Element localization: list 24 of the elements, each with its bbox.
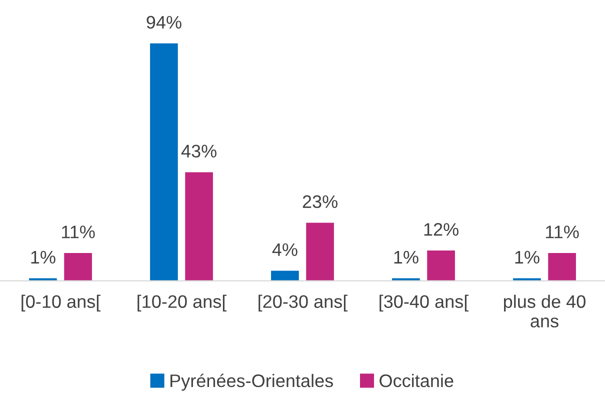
bar — [64, 253, 92, 281]
bar — [185, 172, 213, 281]
data-label: 1% — [515, 250, 540, 264]
data-label: 43% — [181, 144, 216, 158]
x-tick-label: [0-10 ans[ — [22, 294, 101, 312]
data-label: 11% — [546, 226, 579, 238]
legend-label: Pyrénées-Orientales — [170, 374, 333, 391]
bar — [548, 253, 576, 281]
legend-label: Occitanie — [380, 374, 454, 388]
data-label: 1% — [394, 250, 418, 264]
data-label: 1% — [31, 250, 56, 264]
bar — [150, 43, 178, 281]
data-label: 94% — [146, 16, 182, 29]
data-label: 11% — [62, 226, 95, 238]
data-label: 4% — [272, 243, 298, 256]
bar — [306, 222, 334, 281]
x-tick-label: plus de 40 ans — [504, 294, 586, 328]
bar — [271, 270, 299, 281]
x-tick-label: [30-40 ans[ — [380, 294, 469, 312]
x-tick-label: [20-30 ans[ — [258, 294, 348, 312]
bar — [427, 250, 455, 281]
data-label: 23% — [302, 195, 338, 208]
x-tick-label: [10-20 ans[ — [138, 294, 227, 312]
data-label: 12% — [424, 223, 458, 236]
